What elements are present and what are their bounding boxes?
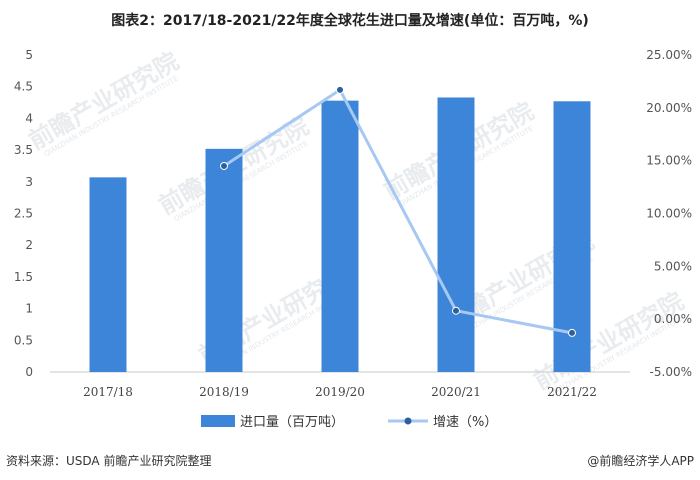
left-tick-label: 4.5	[14, 80, 33, 94]
legend-line-label: 增速（%）	[433, 415, 497, 430]
legend-bar-swatch	[201, 415, 235, 427]
left-tick-label: 0.5	[14, 333, 33, 347]
left-tick-label: 3	[25, 175, 33, 189]
right-tick-label: 10.00%	[646, 207, 692, 221]
right-tick-label: -5.00%	[650, 365, 692, 379]
left-tick-label: 2	[25, 238, 33, 252]
bar	[90, 177, 127, 372]
left-tick-label: 5	[25, 48, 33, 62]
footer-brand: @前瞻经济学人APP	[587, 452, 694, 469]
right-tick-label: 0.00%	[654, 312, 692, 326]
left-tick-label: 0	[25, 365, 33, 379]
left-tick-label: 1	[25, 302, 33, 316]
line-point	[337, 86, 344, 93]
left-tick-label: 3.5	[14, 143, 33, 157]
right-tick-label: 15.00%	[646, 154, 692, 168]
watermark-text: 前瞻产业研究院	[24, 47, 183, 155]
left-tick-label: 1.5	[14, 270, 33, 284]
bar	[438, 97, 475, 372]
left-tick-label: 4	[25, 111, 33, 125]
legend: 进口量（百万吨） 增速（%）	[201, 415, 497, 430]
category-label: 2020/21	[431, 385, 481, 399]
category-label: 2017/18	[83, 385, 133, 399]
footer-source: 资料来源：USDA 前瞻产业研究院整理	[6, 452, 211, 469]
legend-bar-label: 进口量（百万吨）	[240, 415, 344, 430]
left-tick-label: 2.5	[14, 207, 33, 221]
line-point	[569, 329, 576, 336]
category-label: 2018/19	[199, 385, 249, 399]
bar	[206, 149, 243, 372]
category-label: 2019/20	[315, 385, 365, 399]
right-tick-label: 25.00%	[646, 48, 692, 62]
line-point	[221, 162, 228, 169]
legend-line-marker	[405, 418, 412, 425]
line-point	[453, 307, 460, 314]
left-axis-ticks: 0 0.5 1 1.5 2 2.5 3 3.5 4 4.5 5	[14, 48, 33, 379]
category-label: 2021/22	[547, 385, 597, 399]
right-tick-label: 5.00%	[654, 259, 692, 273]
right-tick-label: 20.00%	[646, 101, 692, 115]
category-labels: 2017/18 2018/19 2019/20 2020/21 2021/22	[83, 385, 597, 399]
bar	[322, 101, 359, 372]
